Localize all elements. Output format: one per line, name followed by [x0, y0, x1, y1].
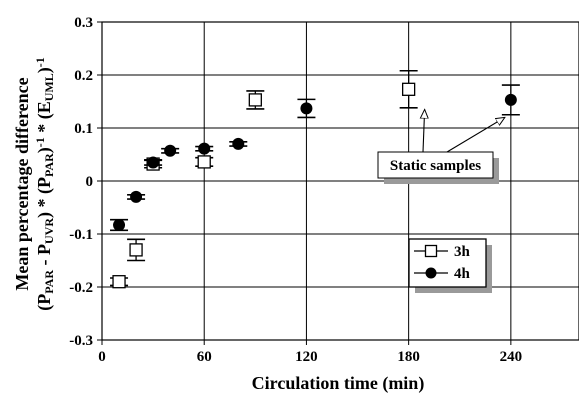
y-tick-label: 0.1: [74, 121, 93, 137]
data-point-3h: [197, 155, 211, 169]
data-marks: [110, 69, 520, 289]
data-point-4h: [232, 137, 245, 150]
data-point-3h: [401, 82, 416, 96]
y-tick-label: 0.2: [74, 68, 93, 84]
y-axis-title-line1: Mean percentage difference: [12, 77, 32, 290]
x-tick-label: 180: [397, 349, 420, 365]
data-point-3h: [248, 93, 262, 107]
y-axis-title-line2-group: (PPAR - PUVR) * (PPAR)-1 * (EUML)-1: [33, 57, 56, 311]
data-point-4h: [130, 190, 143, 203]
legend-label-4h: 4h: [454, 266, 471, 282]
data-point-3h: [129, 243, 143, 257]
y-axis-title-line2: (PPAR - PUVR) * (PPAR)-1 * (EUML)-1: [33, 57, 56, 311]
legend-marker-4h: [425, 267, 437, 279]
annotation-arrow: [446, 117, 505, 153]
series-3h: [110, 69, 418, 289]
legend-marker-3h: [424, 244, 438, 258]
data-point-4h: [300, 102, 313, 115]
y-tick-label: -0.2: [69, 280, 93, 296]
y-tick-label: 0: [86, 174, 94, 190]
legend: 3h 4h: [408, 238, 492, 293]
data-point-4h: [147, 156, 160, 169]
annotation-text: Static samples: [390, 158, 481, 174]
data-point-4h: [113, 218, 126, 231]
legend-box: [408, 238, 487, 288]
static-samples-annotation: Static samples: [377, 109, 505, 184]
axis-ticks: -0.3 -0.2 -0.1 0 0.1 0.2 0.3 0 60 120 180 240: [69, 15, 522, 365]
y-tick-label: -0.1: [69, 227, 93, 243]
data-point-4h: [198, 142, 211, 155]
x-axis-title: Circulation time (min): [252, 373, 425, 394]
data-point-4h: [164, 144, 177, 157]
x-tick-label: 60: [197, 349, 212, 365]
data-point-3h: [112, 275, 126, 289]
series-4h: [110, 84, 520, 232]
y-tick-label: -0.3: [69, 333, 93, 349]
y-axis-title: Mean percentage difference: [12, 77, 32, 290]
annotation-box: [377, 151, 494, 179]
x-tick-label: 120: [295, 349, 318, 365]
legend-label-3h: 3h: [454, 244, 471, 260]
data-point-4h: [504, 93, 517, 106]
grid: [101, 21, 579, 341]
y-tick-label: 0.3: [74, 15, 93, 31]
annotation-arrow: [423, 109, 425, 153]
x-tick-label: 240: [500, 349, 523, 365]
x-tick-label: 0: [98, 349, 106, 365]
